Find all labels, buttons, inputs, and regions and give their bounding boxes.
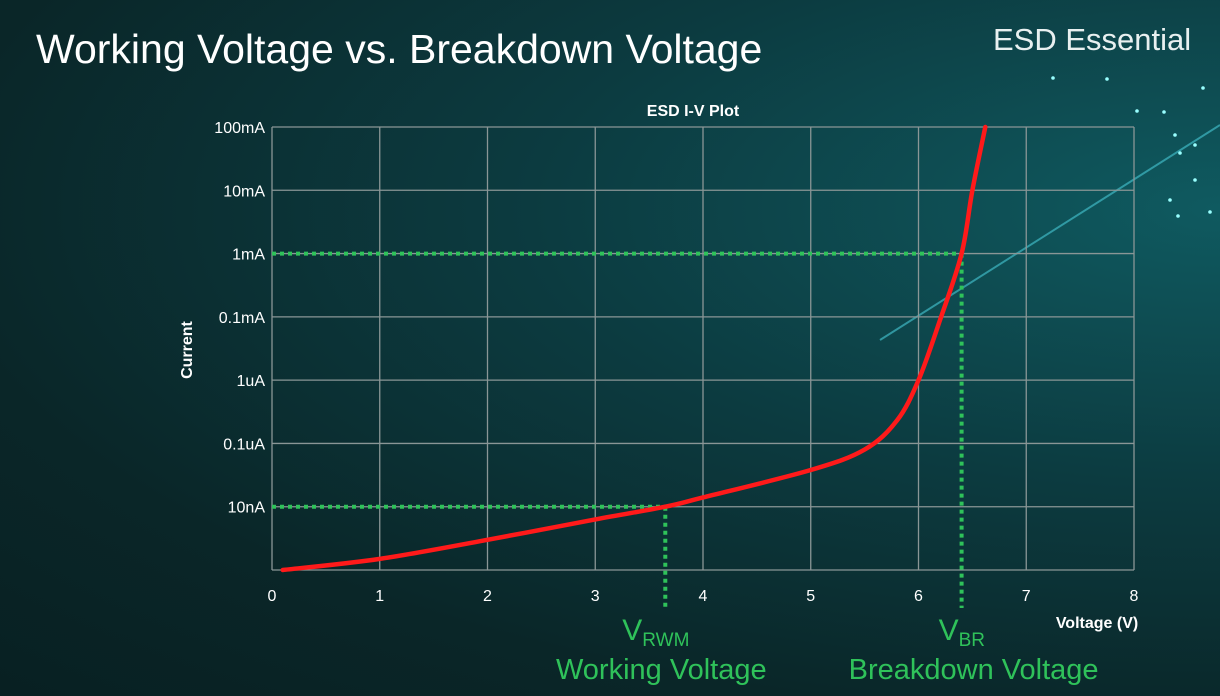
x-tick-label: 2 (483, 588, 492, 605)
y-tick-label: 100mA (214, 120, 265, 137)
x-tick-labels: 0 1 2 3 4 5 6 7 8 (268, 588, 1139, 605)
background-decoration (879, 76, 1220, 341)
x-tick-label: 5 (806, 588, 815, 605)
chart-title: ESD I-V Plot (647, 103, 740, 120)
x-tick-label: 8 (1130, 588, 1139, 605)
x-tick-label: 6 (914, 588, 923, 605)
brand-logo-text: ESD Essential (993, 22, 1192, 57)
y-tick-label: 1mA (232, 247, 265, 264)
marker-guides (272, 251, 964, 608)
star-dot (1208, 210, 1212, 214)
y-tick-label: 1uA (237, 373, 266, 390)
x-tick-label: 1 (375, 588, 384, 605)
y-tick-label: 0.1mA (219, 310, 266, 327)
star-dot (1051, 76, 1055, 80)
y-tick-label: 10nA (228, 500, 266, 517)
marker-symbol: VBR (939, 614, 985, 651)
x-tick-label: 3 (591, 588, 600, 605)
x-tick-label: 4 (699, 588, 708, 605)
star-dot (1176, 214, 1180, 218)
star-dot (1105, 77, 1109, 81)
x-tick-label: 0 (268, 588, 277, 605)
x-axis-label: Voltage (V) (1056, 615, 1138, 632)
y-tick-labels: 10nA 0.1uA 1uA 0.1mA 1mA 10mA 100mA (214, 120, 265, 517)
marker-symbol: VRWM (622, 614, 689, 651)
marker-label: Breakdown Voltage (849, 654, 1099, 686)
grid (271, 126, 1135, 571)
star-dot (1173, 133, 1177, 137)
slide-title: Working Voltage vs. Breakdown Voltage (36, 26, 763, 72)
star-dot (1178, 151, 1182, 155)
y-tick-label: 0.1uA (223, 436, 265, 453)
marker-label: Working Voltage (556, 654, 767, 686)
y-tick-label: 10mA (223, 183, 265, 200)
decorative-light-streak (879, 124, 1220, 341)
marker-subscript: BR (959, 630, 985, 651)
star-dot (1193, 178, 1197, 182)
star-dot (1193, 143, 1197, 147)
y-axis-label: Current (179, 320, 196, 378)
star-dot (1135, 109, 1139, 113)
star-dot (1162, 110, 1166, 114)
marker-subscript: RWM (642, 630, 689, 651)
star-dot (1168, 198, 1172, 202)
x-tick-label: 7 (1022, 588, 1031, 605)
star-dot (1201, 86, 1205, 90)
iv-curve (280, 124, 988, 573)
